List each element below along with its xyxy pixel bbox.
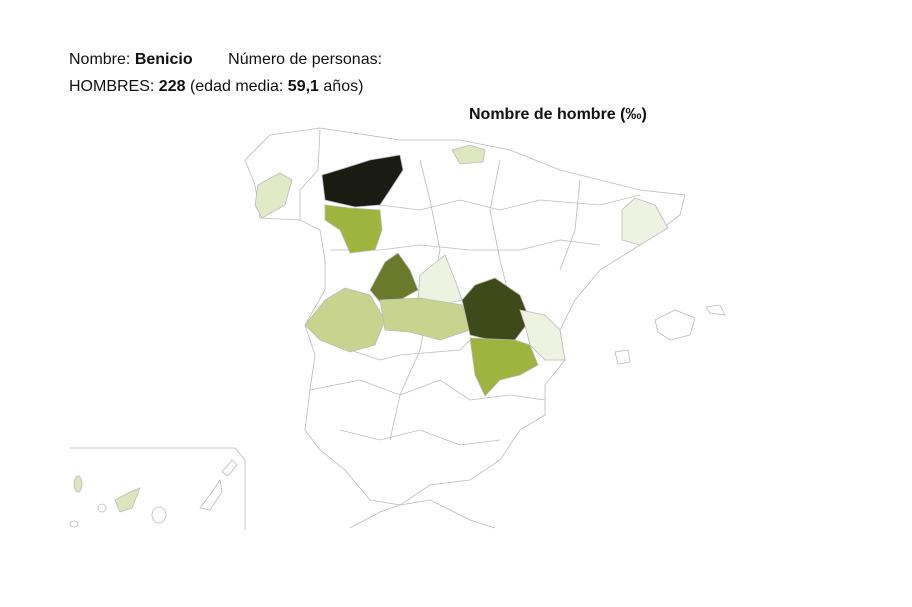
province [321,154,404,208]
men-count: 228 [158,78,186,95]
province [379,297,471,341]
age-unit: años) [323,78,364,95]
men-label: HOMBRES: [69,78,155,95]
borders [330,239,601,251]
borders [379,194,641,211]
island [705,304,726,316]
island [221,459,238,477]
name-line: Nombre: Benicio Número de personas: [69,51,382,69]
province [451,144,486,165]
province [254,172,293,219]
island [114,487,141,513]
age: 59,1 [287,78,319,95]
province [369,252,419,303]
borders [489,159,511,301]
island [97,503,107,513]
men-line: HOMBRES: 228 (edad media: 59,1 años) [69,78,363,96]
province [324,204,383,254]
name-label: Nombre: [69,51,131,68]
island [614,349,631,365]
africa-coast [349,499,496,529]
inset-frame [70,447,246,530]
province [519,309,566,361]
province [621,197,669,246]
borders [339,429,501,446]
island [199,478,223,511]
map-title: Nombre de hombre (‰) [469,106,647,123]
count-label: Número de personas: [228,51,383,68]
island [654,309,696,341]
islands [69,304,726,530]
age-label: (edad media: [189,78,284,95]
island [69,520,79,528]
province [469,337,539,397]
borders [309,379,546,401]
island [151,506,167,524]
borders [299,129,321,220]
borders [559,179,581,271]
name: Benicio [134,51,193,68]
island [73,475,83,493]
borders [349,339,471,361]
